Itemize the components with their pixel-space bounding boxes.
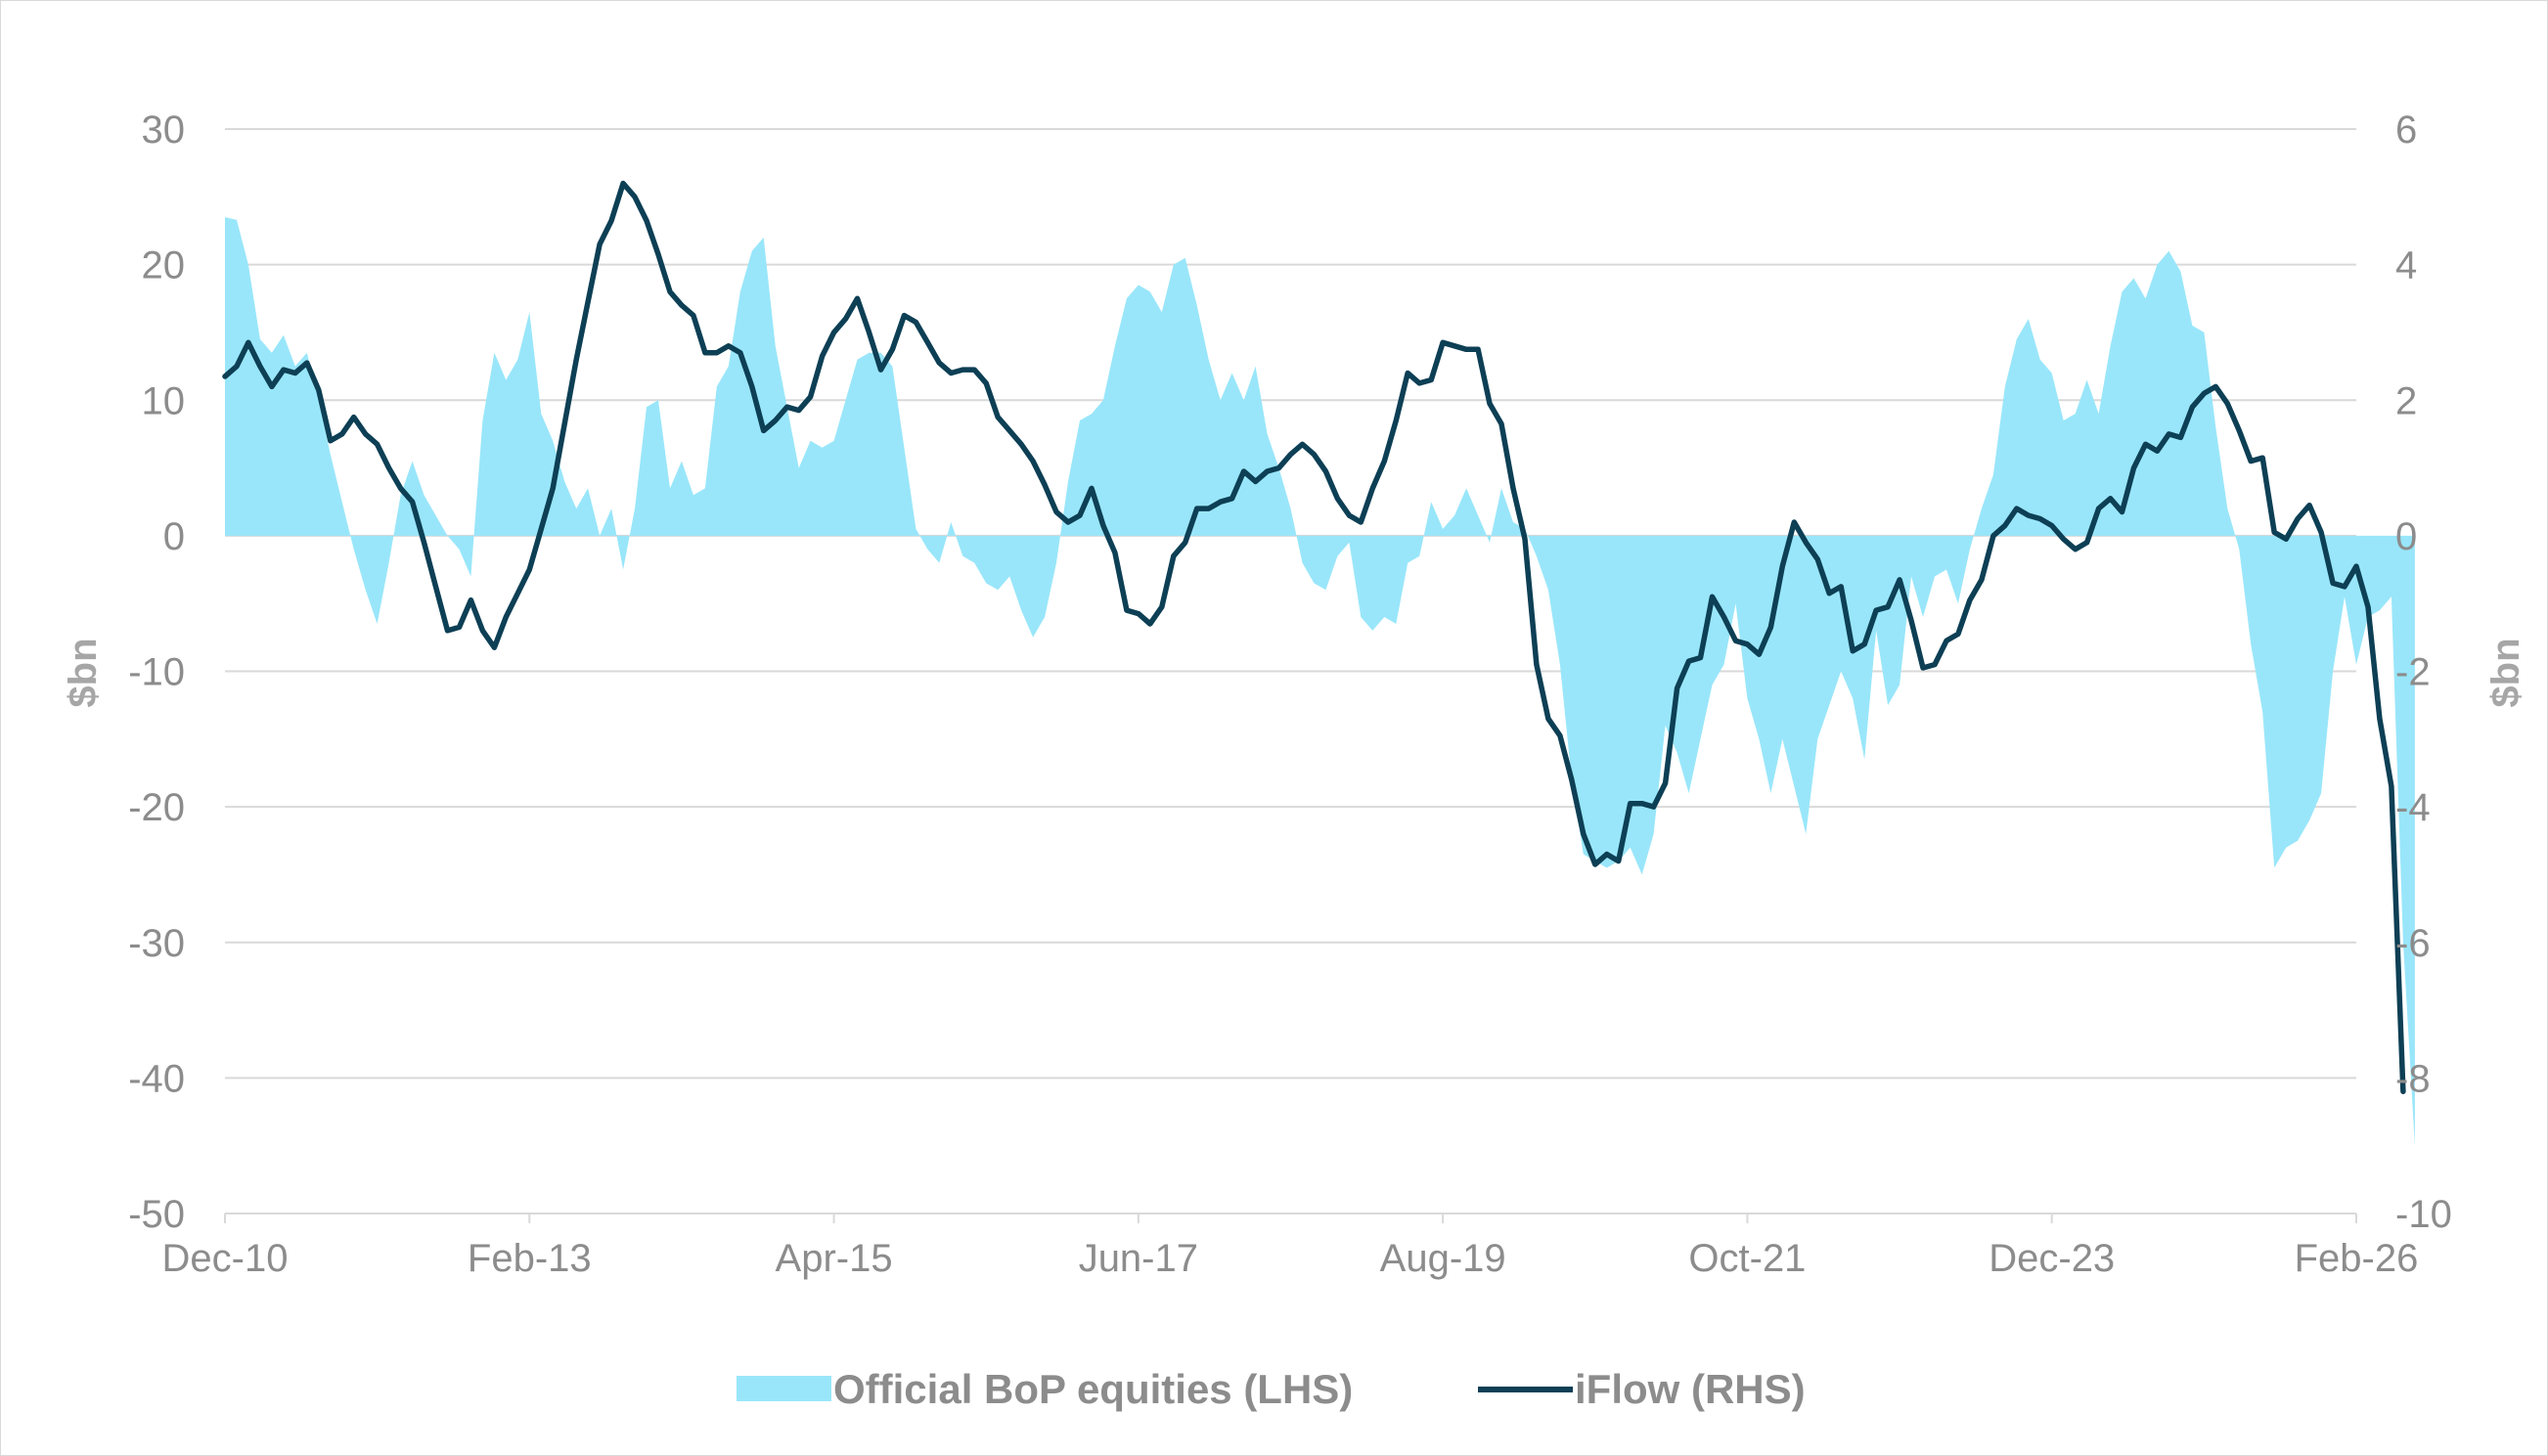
gridlines: [225, 128, 2356, 1214]
iflow-line: [222, 180, 2406, 1094]
left-tick-label: -20: [128, 786, 185, 829]
right-tick-label: -6: [2395, 922, 2431, 965]
legend-swatch-bop-equities: [737, 1376, 831, 1401]
right-axis-title: $bn: [2484, 638, 2527, 707]
right-y-axis: 6 4 2 0 -2 -4 -6 -8 -10: [2395, 109, 2452, 1236]
bop-equities-area-series: [225, 217, 2415, 1146]
right-tick-label: -8: [2395, 1057, 2431, 1100]
legend: Official BoP equities (LHS) iFlow (RHS): [737, 1366, 1806, 1412]
x-tick-label: Feb-13: [468, 1237, 592, 1280]
left-tick-label: 30: [142, 109, 186, 152]
legend-label-bop-equities: Official BoP equities (LHS): [833, 1366, 1353, 1412]
x-tick-label: Apr-15: [776, 1237, 893, 1280]
left-y-axis: 30 20 10 0 -10 -20 -30 -40 -50: [128, 109, 185, 1236]
legend-label-iflow: iFlow (RHS): [1575, 1366, 1806, 1412]
x-tick-label: Aug-19: [1380, 1237, 1506, 1280]
left-tick-label: -50: [128, 1193, 185, 1236]
left-tick-label: -40: [128, 1057, 185, 1100]
x-tick-label: Feb-26: [2295, 1237, 2419, 1280]
right-tick-label: 6: [2395, 109, 2417, 152]
x-tick-label: Dec-23: [1989, 1237, 2115, 1280]
right-tick-label: 4: [2395, 244, 2417, 287]
left-tick-label: 10: [142, 379, 186, 422]
right-tick-label: -4: [2395, 786, 2431, 829]
right-tick-label: -10: [2395, 1193, 2452, 1236]
left-axis-title: $bn: [62, 638, 105, 707]
left-tick-label: 0: [163, 515, 185, 558]
x-tick-label: Dec-10: [162, 1237, 289, 1280]
right-tick-label: -2: [2395, 651, 2431, 694]
right-tick-label: 2: [2395, 379, 2417, 422]
left-tick-label: -10: [128, 651, 185, 694]
bop-equities-area: [225, 217, 2415, 1146]
x-tick-label: Oct-21: [1688, 1237, 1806, 1280]
x-axis: Dec-10 Feb-13 Apr-15 Jun-17 Aug-19 Oct-21 Dec-…: [162, 1213, 2419, 1280]
right-tick-label: 0: [2395, 515, 2417, 558]
left-tick-label: -30: [128, 922, 185, 965]
left-tick-label: 20: [142, 244, 186, 287]
iflow-line-series: [222, 180, 2406, 1094]
x-tick-label: Jun-17: [1079, 1237, 1198, 1280]
